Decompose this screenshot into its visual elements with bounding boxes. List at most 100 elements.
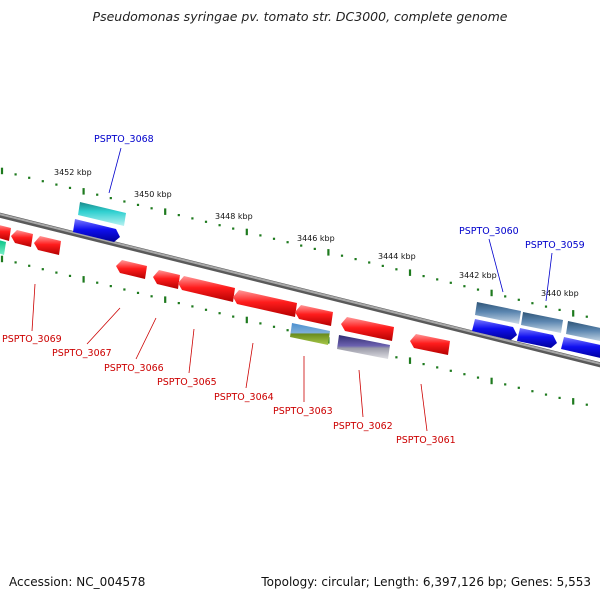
minor-tick-dot <box>517 386 520 389</box>
leader-line-3068 <box>108 147 122 194</box>
minor-tick-dot <box>96 281 99 284</box>
gene-feature-3064[interactable] <box>233 290 297 317</box>
gene-label-3061[interactable]: PSPTO_3061 <box>396 435 456 446</box>
gene-label-3065[interactable]: PSPTO_3065 <box>157 377 217 388</box>
gene-feature-3066[interactable] <box>153 270 180 289</box>
leader-line-3060 <box>488 238 504 293</box>
leader-line-3067 <box>86 307 121 345</box>
gene-feature-3065[interactable] <box>178 276 235 302</box>
gene-feature-3058a[interactable] <box>566 321 600 342</box>
minor-tick-dot <box>449 369 452 372</box>
minor-tick-dot <box>340 254 344 257</box>
minor-tick-dot <box>109 285 112 288</box>
genome-info-text: Topology: circular; Length: 6,397,126 bp… <box>261 575 591 589</box>
major-tick-mark <box>408 269 412 276</box>
minor-tick-dot <box>204 220 208 223</box>
accession-text: Accession: NC_004578 <box>9 575 146 589</box>
minor-tick-dot <box>476 288 480 291</box>
major-tick-mark <box>572 310 575 317</box>
gene-feature-3063b[interactable] <box>290 323 330 345</box>
gene-feature-3060a[interactable] <box>475 302 521 324</box>
minor-tick-dot <box>136 203 140 206</box>
gene-label-3062[interactable]: PSPTO_3062 <box>333 421 393 432</box>
gene-feature-3067[interactable] <box>116 260 147 279</box>
minor-tick-dot <box>558 396 561 399</box>
minor-tick-dot <box>395 356 398 359</box>
minor-tick-dot <box>368 261 371 264</box>
major-tick-mark <box>82 188 85 195</box>
gene-feature-3059b[interactable] <box>517 328 557 348</box>
minor-tick-dot <box>55 183 58 186</box>
minor-tick-dot <box>218 312 221 315</box>
gene-feature-edge-teal[interactable] <box>0 239 6 255</box>
gene-feature-3058b[interactable] <box>561 337 600 359</box>
tick-label-3444: 3444 kbp <box>378 252 416 261</box>
gene-label-3063[interactable]: PSPTO_3063 <box>273 406 333 417</box>
minor-tick-dot <box>14 173 17 176</box>
gene-feature-3059a[interactable] <box>521 312 563 333</box>
minor-tick-dot <box>150 207 153 210</box>
major-tick-mark <box>0 167 4 175</box>
map-title: Pseudomonas syringae pv. tomato str. DC3… <box>92 9 508 24</box>
gene-label-3069[interactable]: PSPTO_3069 <box>2 334 62 345</box>
major-tick-mark <box>164 208 167 215</box>
minor-tick-dot <box>136 291 140 294</box>
minor-tick-dot <box>232 227 235 230</box>
major-tick-mark <box>245 316 248 324</box>
gene-feature-3061[interactable] <box>410 334 450 355</box>
tick-label-3452: 3452 kbp <box>54 168 92 177</box>
gene-feature-3060b[interactable] <box>472 319 517 340</box>
gene-feature-3068b[interactable] <box>73 219 120 242</box>
minor-tick-dot <box>28 264 31 267</box>
gene-feature-edge-red[interactable] <box>0 224 11 241</box>
gene-label-3067[interactable]: PSPTO_3067 <box>52 348 112 359</box>
leader-line-3061 <box>420 383 428 432</box>
gene-feature-3069b[interactable] <box>34 236 61 255</box>
tick-label-3440: 3440 kbp <box>541 289 579 298</box>
minor-tick-dot <box>14 261 17 264</box>
minor-tick-dot <box>96 193 99 196</box>
minor-tick-dot <box>558 308 561 311</box>
leader-line-3069 <box>31 283 36 332</box>
minor-tick-dot <box>150 295 153 298</box>
forward-genes <box>0 202 600 359</box>
gene-label-3068[interactable]: PSPTO_3068 <box>94 134 154 145</box>
gene-label-3059[interactable]: PSPTO_3059 <box>525 240 585 251</box>
minor-tick-dot <box>109 197 112 200</box>
tick-label-3448: 3448 kbp <box>215 212 253 221</box>
minor-tick-dot <box>504 383 507 386</box>
leader-line-3059 <box>545 252 553 302</box>
minor-tick-dot <box>123 288 126 291</box>
major-tick-mark <box>572 398 575 405</box>
minor-tick-dot <box>422 363 425 366</box>
gene-feature-3068a[interactable] <box>78 202 126 226</box>
minor-tick-dot <box>204 308 208 311</box>
gene-feature-3062b[interactable] <box>337 335 390 359</box>
gene-label-3066[interactable]: PSPTO_3066 <box>104 363 164 374</box>
major-tick-mark <box>245 228 248 236</box>
gene-feature-3069a[interactable] <box>11 230 33 247</box>
minor-tick-dot <box>504 295 507 298</box>
major-tick-mark <box>490 377 493 385</box>
tick-marks <box>0 167 575 405</box>
gene-feature-3063a[interactable] <box>295 305 333 326</box>
minor-tick-dot <box>544 393 548 396</box>
minor-tick-dot <box>313 247 316 250</box>
gene-feature-3062a[interactable] <box>341 317 394 341</box>
minor-tick-dot <box>55 271 58 274</box>
tick-dots <box>14 173 588 406</box>
minor-tick-dot <box>68 186 72 189</box>
major-tick-mark <box>164 296 167 303</box>
gene-label-3060[interactable]: PSPTO_3060 <box>459 226 519 237</box>
minor-tick-dot <box>476 376 480 379</box>
minor-tick-dot <box>286 329 289 332</box>
minor-tick-dot <box>585 315 588 318</box>
leader-line-3064 <box>245 342 254 389</box>
minor-tick-dot <box>449 281 452 284</box>
minor-tick-dot <box>531 302 534 305</box>
minor-tick-dot <box>422 275 425 278</box>
gene-label-3064[interactable]: PSPTO_3064 <box>214 392 274 403</box>
minor-tick-dot <box>41 268 44 271</box>
major-tick-mark <box>0 255 4 263</box>
